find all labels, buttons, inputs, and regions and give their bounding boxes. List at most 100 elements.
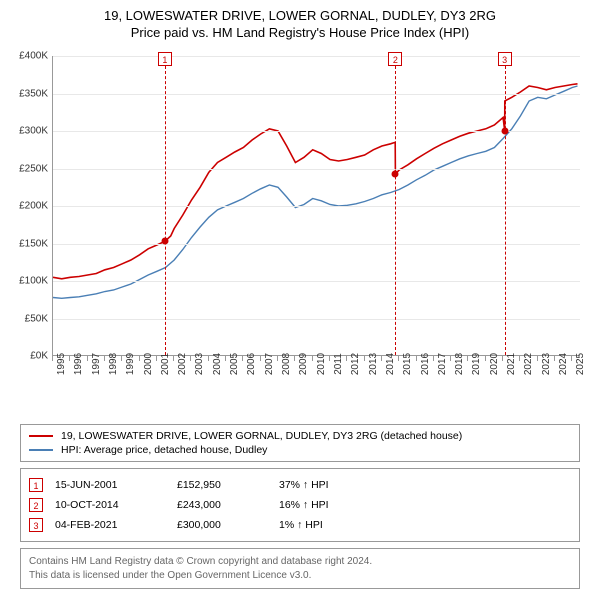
x-tick-label: 1997: [91, 353, 102, 375]
x-tick: [104, 356, 105, 361]
event-date: 15-JUN-2001: [55, 479, 165, 491]
attribution-footer: Contains HM Land Registry data © Crown c…: [20, 548, 580, 589]
x-tick: [398, 356, 399, 361]
x-tick-label: 1999: [125, 353, 136, 375]
x-tick: [225, 356, 226, 361]
gridline: [53, 94, 580, 95]
event-pct: 1% ↑ HPI: [279, 519, 369, 531]
series-property: [53, 84, 578, 279]
gridline: [53, 319, 580, 320]
x-tick: [433, 356, 434, 361]
x-tick: [485, 356, 486, 361]
event-price: £300,000: [177, 519, 267, 531]
x-tick: [208, 356, 209, 361]
x-tick: [277, 356, 278, 361]
x-tick-label: 2016: [420, 353, 431, 375]
x-tick-label: 2023: [541, 353, 552, 375]
y-tick-label: £250K: [8, 163, 48, 174]
x-tick-label: 2015: [402, 353, 413, 375]
x-tick-label: 2021: [506, 353, 517, 375]
event-marker-box: 1: [158, 52, 172, 66]
y-tick-label: £300K: [8, 126, 48, 137]
x-tick: [467, 356, 468, 361]
x-tick: [121, 356, 122, 361]
event-marker-box: 2: [388, 52, 402, 66]
x-tick-label: 2001: [160, 353, 171, 375]
event-table-row: 210-OCT-2014£243,00016% ↑ HPI: [29, 495, 571, 515]
x-tick: [52, 356, 53, 361]
event-dot: [501, 128, 508, 135]
y-tick-label: £200K: [8, 201, 48, 212]
gridline: [53, 206, 580, 207]
event-price: £243,000: [177, 499, 267, 511]
title-line-1: 19, LOWESWATER DRIVE, LOWER GORNAL, DUDL…: [10, 8, 590, 23]
event-number-box: 3: [29, 518, 43, 532]
x-tick: [242, 356, 243, 361]
x-tick: [416, 356, 417, 361]
x-tick-label: 1998: [108, 353, 119, 375]
x-tick-label: 2009: [298, 353, 309, 375]
x-tick: [329, 356, 330, 361]
x-tick-label: 2025: [575, 353, 586, 375]
event-date: 10-OCT-2014: [55, 499, 165, 511]
x-tick: [69, 356, 70, 361]
x-tick-label: 2002: [177, 353, 188, 375]
x-tick-label: 2018: [454, 353, 465, 375]
legend-swatch: [29, 435, 53, 437]
legend-row: HPI: Average price, detached house, Dudl…: [29, 443, 571, 457]
event-date: 04-FEB-2021: [55, 519, 165, 531]
events-table: 115-JUN-2001£152,95037% ↑ HPI210-OCT-201…: [20, 468, 580, 542]
series-hpi: [53, 86, 578, 298]
legend-row: 19, LOWESWATER DRIVE, LOWER GORNAL, DUDL…: [29, 429, 571, 443]
x-tick-label: 1996: [73, 353, 84, 375]
x-tick-label: 2020: [489, 353, 500, 375]
x-tick: [554, 356, 555, 361]
x-tick-label: 2024: [558, 353, 569, 375]
x-tick-label: 2000: [143, 353, 154, 375]
plot-area: 123: [52, 56, 580, 356]
event-price: £152,950: [177, 479, 267, 491]
gridline: [53, 244, 580, 245]
x-tick-label: 2019: [471, 353, 482, 375]
footer-line-2: This data is licensed under the Open Gov…: [29, 569, 571, 583]
x-tick: [156, 356, 157, 361]
title-line-2: Price paid vs. HM Land Registry's House …: [10, 25, 590, 40]
x-tick-label: 2014: [385, 353, 396, 375]
x-tick: [571, 356, 572, 361]
x-tick-label: 2008: [281, 353, 292, 375]
x-tick: [364, 356, 365, 361]
x-tick-label: 2022: [523, 353, 534, 375]
x-tick-label: 2006: [246, 353, 257, 375]
event-pct: 37% ↑ HPI: [279, 479, 369, 491]
legend-label: 19, LOWESWATER DRIVE, LOWER GORNAL, DUDL…: [61, 430, 462, 442]
event-line: [505, 56, 506, 355]
gridline: [53, 281, 580, 282]
x-tick-label: 2013: [368, 353, 379, 375]
x-tick: [312, 356, 313, 361]
x-tick: [260, 356, 261, 361]
x-tick: [346, 356, 347, 361]
x-tick: [190, 356, 191, 361]
y-tick-label: £400K: [8, 51, 48, 62]
x-tick-label: 2004: [212, 353, 223, 375]
footer-line-1: Contains HM Land Registry data © Crown c…: [29, 555, 571, 569]
y-tick-label: £100K: [8, 276, 48, 287]
x-tick: [381, 356, 382, 361]
y-tick-label: £0K: [8, 351, 48, 362]
x-tick: [139, 356, 140, 361]
x-tick-label: 2017: [437, 353, 448, 375]
legend: 19, LOWESWATER DRIVE, LOWER GORNAL, DUDL…: [20, 424, 580, 462]
title-block: 19, LOWESWATER DRIVE, LOWER GORNAL, DUDL…: [10, 8, 590, 40]
x-tick-label: 2005: [229, 353, 240, 375]
y-tick-label: £350K: [8, 88, 48, 99]
x-tick: [450, 356, 451, 361]
x-tick: [537, 356, 538, 361]
gridline: [53, 169, 580, 170]
x-tick: [294, 356, 295, 361]
x-tick-label: 1995: [56, 353, 67, 375]
x-tick: [502, 356, 503, 361]
y-tick-label: £150K: [8, 238, 48, 249]
event-table-row: 3 04-FEB-2021 £300,000 1% ↑ HPI: [29, 515, 571, 535]
event-table-row: 115-JUN-2001£152,95037% ↑ HPI: [29, 475, 571, 495]
legend-swatch: [29, 449, 53, 451]
